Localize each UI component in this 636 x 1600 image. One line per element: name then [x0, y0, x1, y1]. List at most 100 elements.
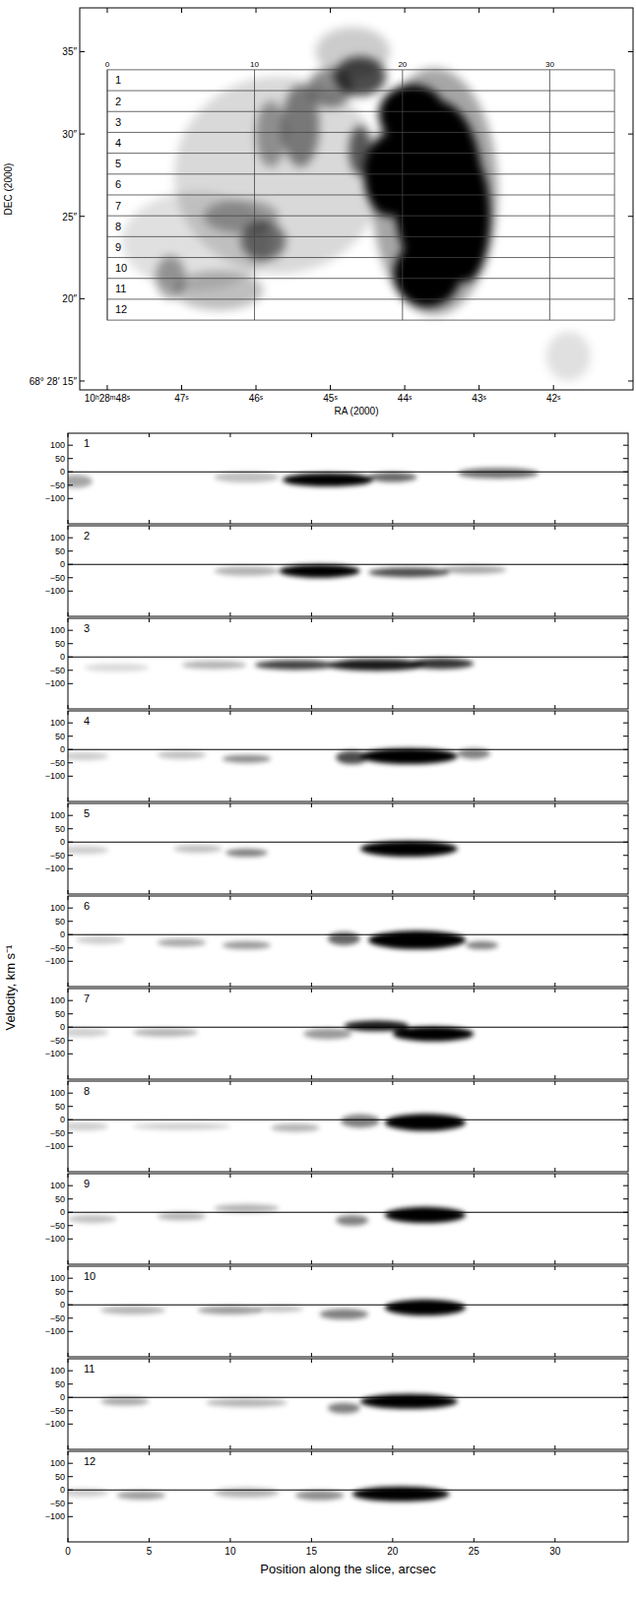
pv-area: [67, 564, 629, 578]
pv-area: [67, 467, 629, 488]
y-tick: [67, 841, 73, 843]
panel-frame: [67, 1451, 629, 1542]
y-tick-label: 50: [55, 1471, 65, 1482]
y-tick: [67, 1105, 73, 1107]
x-tick: [553, 7, 555, 13]
x-tick: [554, 1260, 556, 1265]
x-tick: [391, 1260, 393, 1265]
x-tick: [311, 710, 313, 715]
x-tick: [554, 1352, 556, 1357]
y-tick: [623, 1502, 629, 1504]
y-tick: [67, 1475, 73, 1477]
y-tick: [67, 1132, 73, 1134]
y-tick: [623, 1397, 629, 1399]
pv-blobs: [83, 658, 474, 673]
y-tick-label: 0: [60, 1392, 65, 1402]
y-tick-label: −50: [50, 758, 65, 768]
x-tick: [67, 988, 69, 993]
x-tick: [391, 1173, 393, 1178]
pv-area: [67, 1394, 629, 1414]
y-tick: [623, 947, 629, 949]
reference-line: [67, 841, 629, 843]
x-tick: [311, 433, 313, 438]
reference-line: [67, 934, 629, 936]
panel-title: 10: [83, 1270, 96, 1282]
slit-scale-line: [401, 69, 403, 320]
y-axis-title: DEC (2000): [2, 163, 14, 216]
y-tick: [623, 457, 629, 459]
x-tick: [229, 1260, 231, 1265]
x-tick: [148, 890, 150, 894]
y-tick-label: −50: [50, 943, 65, 954]
pv-blob: [408, 658, 474, 670]
y-tick: [67, 1502, 73, 1504]
slit-scale-line: [106, 69, 108, 320]
y-tick: [67, 1331, 73, 1333]
x-tick: [229, 1266, 231, 1271]
x-tick: [473, 988, 475, 993]
y-tick: [623, 907, 629, 909]
slit-grid: [107, 69, 615, 320]
y-tick: [623, 1277, 629, 1279]
emission-blob: [174, 270, 264, 311]
x-axis-title: Position along the slice, arcsec: [259, 1561, 437, 1577]
pv-blob: [343, 1019, 409, 1031]
y-tick: [67, 1026, 73, 1028]
pv-blob: [213, 1204, 279, 1212]
y-tick: [67, 1224, 73, 1226]
reference-line: [67, 1304, 629, 1306]
y-tick: [623, 815, 629, 817]
pv-blobs: [67, 1019, 474, 1041]
y-tick-label: −50: [50, 1498, 65, 1509]
pv-blobs: [67, 1486, 450, 1502]
slice-number: 11: [115, 282, 127, 295]
y-tick: [623, 642, 629, 644]
y-tick: [623, 1145, 629, 1147]
x-tick: [148, 1451, 150, 1456]
pv-blob: [157, 751, 206, 760]
pv-blob: [465, 941, 499, 950]
y-tick: [67, 1423, 73, 1425]
pv-blob: [457, 467, 539, 479]
y-tick: [67, 1185, 73, 1187]
y-tick: [623, 827, 629, 829]
pv-blob: [360, 1394, 458, 1409]
x-tick: [554, 1451, 556, 1456]
panel-title: 7: [83, 992, 90, 1005]
x-tick-label: 44ˢ: [397, 392, 413, 404]
x-tick: [311, 1173, 313, 1178]
x-tick: [106, 7, 108, 13]
y-tick: [623, 550, 629, 552]
y-tick: [623, 1119, 629, 1121]
y-tick: [67, 457, 73, 459]
y-tick-label: 50: [55, 1379, 65, 1390]
y-tick: [623, 1370, 629, 1372]
x-tick: [229, 618, 231, 623]
x-tick-label: 46ˢ: [249, 392, 264, 404]
y-tick-label: −50: [50, 850, 65, 861]
x-tick: [67, 1075, 69, 1080]
x-tick: [229, 1352, 231, 1357]
emission-blob: [364, 133, 417, 217]
y-tick-label: 50: [55, 1194, 65, 1205]
x-tick: [473, 1173, 475, 1178]
y-tick: [623, 1383, 629, 1385]
y-tick: [67, 762, 73, 764]
x-tick: [473, 982, 475, 987]
pv-blob: [368, 567, 449, 577]
y-tick: [67, 576, 73, 578]
x-tick: [148, 1445, 150, 1450]
y-tick-label: 100: [50, 1458, 65, 1468]
panel-frame: [67, 988, 629, 1080]
image-frame: [79, 7, 634, 390]
image-blobs: [122, 26, 591, 382]
x-tick-label: 42ˢ: [546, 392, 562, 404]
x-tick: [473, 1260, 475, 1265]
y-tick-label: −100: [45, 955, 65, 966]
x-tick: [473, 895, 475, 900]
y-tick: [67, 1238, 73, 1240]
pv-blob: [335, 751, 369, 765]
x-tick: [391, 982, 393, 987]
y-tick: [67, 1145, 73, 1147]
emission-blob: [438, 150, 491, 283]
